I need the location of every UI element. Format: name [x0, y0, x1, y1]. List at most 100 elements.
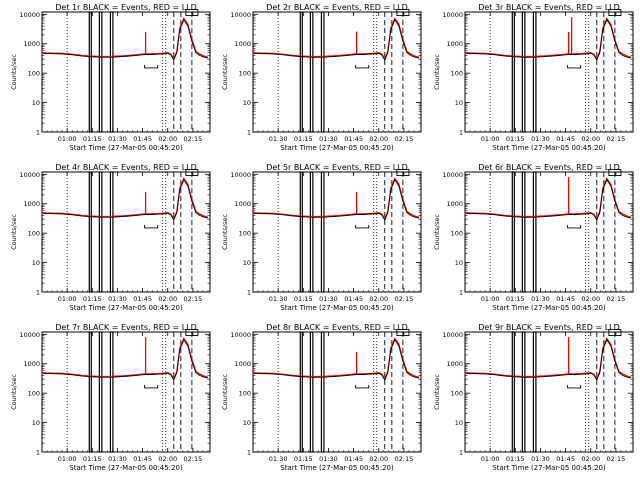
x-tick-label: 01:00 [481, 455, 500, 463]
plot-frame [41, 171, 211, 293]
bad-interval-box [109, 331, 114, 453]
x-tick-label: 01:45 [133, 135, 152, 143]
panel-title: Det 4r BLACK = Events, RED = LLD [55, 163, 197, 172]
bad-interval-box [109, 171, 114, 293]
x-tick-label: 01:15 [294, 135, 313, 143]
bad-interval-box [299, 171, 303, 293]
panel-title: Det 6r BLACK = Events, RED = LLD [478, 163, 620, 172]
bad-interval-box [320, 171, 325, 293]
x-tick-label: 01:00 [58, 135, 77, 143]
chart-panel: Det 2r BLACK = Events, RED = LLD 1 10 100 10… [221, 3, 422, 152]
panel-title: Det 5r BLACK = Events, RED = LLD [266, 163, 408, 172]
y-axis-label: Counts/sec [433, 54, 441, 90]
plot-frame [464, 331, 634, 453]
plot-frame [41, 331, 211, 453]
x-tick-label: 02:15 [607, 455, 626, 463]
events-series-line [42, 338, 209, 382]
y-tick-label: 1000 [23, 360, 40, 368]
panel-title: Det 3r BLACK = Events, RED = LLD [478, 3, 620, 12]
x-tick-label: 01:15 [506, 135, 525, 143]
plot-frame [252, 331, 422, 453]
panel-title: Det 1r BLACK = Events, RED = LLD [55, 3, 197, 12]
y-tick-label: 1 [459, 289, 463, 297]
y-tick-label: 10 [32, 419, 40, 427]
x-tick-label: 01:45 [344, 455, 363, 463]
x-tick-label: 01:30 [319, 135, 338, 143]
x-tick-label: 02:15 [395, 135, 414, 143]
chart-panel: Det 8r BLACK = Events, RED = LLD 1 10 100 10… [221, 323, 422, 472]
bad-interval-box [309, 331, 314, 453]
y-tick-label: 10000 [19, 171, 40, 179]
x-tick-label: 02:15 [395, 295, 414, 303]
lld-series-line [253, 17, 420, 61]
panel-title: Det 7r BLACK = Events, RED = LLD [55, 323, 197, 332]
y-tick-label: 10000 [442, 11, 463, 19]
flag-box [396, 329, 410, 336]
bad-interval-box [532, 171, 537, 293]
plot-frame [464, 11, 634, 133]
x-tick-label: 01:15 [294, 295, 313, 303]
y-tick-label: 10000 [442, 171, 463, 179]
y-axis-label: Counts/sec [10, 54, 18, 90]
y-tick-label: 100 [239, 70, 251, 78]
y-tick-label: 100 [28, 230, 40, 238]
events-series-line [42, 18, 209, 62]
lld-series-line [42, 177, 209, 221]
x-tick-label: 01:30 [531, 135, 550, 143]
bad-interval-box [532, 11, 537, 133]
plot-frame [464, 171, 634, 293]
bad-interval-box [309, 11, 314, 133]
x-tick-label: 01:30 [269, 135, 288, 143]
bad-interval-box [320, 11, 325, 133]
events-series-line [465, 178, 632, 222]
panel-title: Det 8r BLACK = Events, RED = LLD [266, 323, 408, 332]
x-tick-label: 01:00 [58, 455, 77, 463]
y-tick-label: 10000 [230, 331, 251, 339]
y-axis-label: Counts/sec [221, 214, 229, 250]
x-axis-label: Start Time (27-Mar-05 00:45:20) [69, 144, 183, 152]
x-tick-label: 01:30 [108, 455, 127, 463]
y-tick-label: 10000 [230, 171, 251, 179]
y-tick-label: 100 [451, 390, 463, 398]
x-tick-label: 01:30 [319, 455, 338, 463]
x-tick-label: 02:15 [607, 295, 626, 303]
x-tick-label: 02:15 [184, 135, 203, 143]
y-tick-label: 1 [36, 129, 40, 137]
x-tick-label: 01:15 [83, 295, 102, 303]
bad-interval-box [521, 331, 526, 453]
x-tick-label: 02:00 [369, 295, 388, 303]
dip-bracket [144, 384, 159, 389]
x-tick-label: 01:30 [269, 295, 288, 303]
y-tick-label: 1 [459, 129, 463, 137]
flag-box [185, 9, 199, 16]
panel-title: Det 2r BLACK = Events, RED = LLD [266, 3, 408, 12]
y-tick-label: 1000 [23, 200, 40, 208]
y-tick-label: 1000 [234, 200, 251, 208]
chart-panel: Det 6r BLACK = Events, RED = LLD 1 10 100 10… [433, 163, 634, 312]
bad-interval-box [98, 11, 103, 133]
flag-box [185, 329, 199, 336]
x-axis-label: Start Time (27-Mar-05 00:45:20) [492, 144, 606, 152]
dip-bracket [144, 224, 159, 229]
dip-bracket [144, 64, 159, 69]
x-tick-label: 02:00 [369, 455, 388, 463]
y-tick-label: 10000 [19, 331, 40, 339]
x-tick-label: 01:15 [83, 135, 102, 143]
y-tick-label: 1 [247, 129, 251, 137]
x-tick-label: 01:45 [133, 295, 152, 303]
y-tick-label: 1000 [234, 40, 251, 48]
x-tick-label: 02:00 [369, 135, 388, 143]
y-tick-label: 1 [459, 449, 463, 457]
bad-interval-box [98, 331, 103, 453]
dip-bracket [355, 224, 370, 229]
x-tick-label: 02:00 [158, 295, 177, 303]
panel-title: Det 9r BLACK = Events, RED = LLD [478, 323, 620, 332]
x-tick-label: 01:30 [531, 455, 550, 463]
y-tick-label: 1 [247, 449, 251, 457]
flag-box [396, 9, 410, 16]
x-tick-label: 02:15 [184, 455, 203, 463]
x-tick-label: 01:30 [108, 295, 127, 303]
y-tick-label: 10 [455, 99, 463, 107]
x-tick-label: 01:30 [531, 295, 550, 303]
